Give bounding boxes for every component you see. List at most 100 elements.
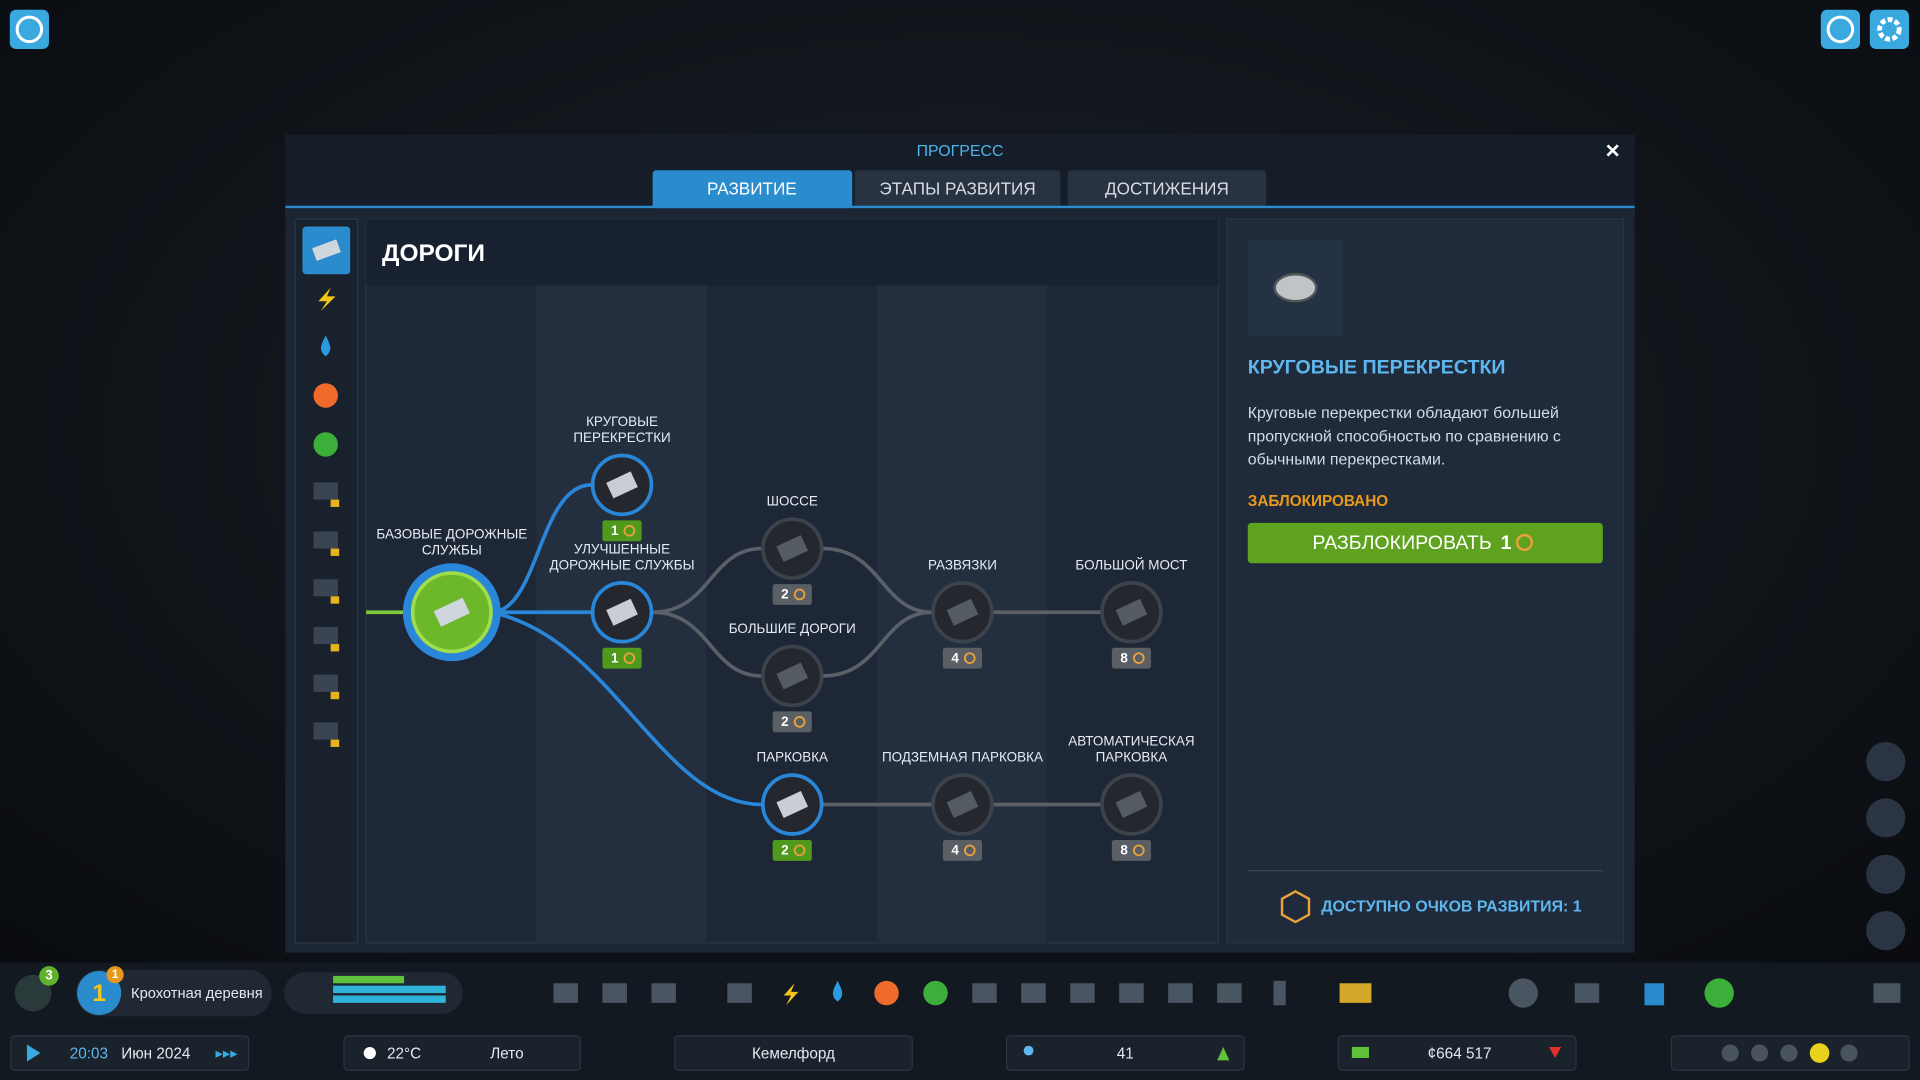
point-icon [793,716,806,728]
garbage-icon[interactable] [313,432,338,457]
temperature: 22°C [387,1045,421,1062]
season: Лето [490,1045,523,1062]
roundabout-icon [1273,273,1318,303]
node-cost: 4 [951,650,959,665]
detail-description: пропускной способностью по сравнению с [1248,428,1561,445]
tab[interactable] [652,170,853,209]
time-panel [10,1035,250,1071]
unlock-button[interactable] [1247,522,1603,564]
node-label: СЛУЖБЫ [422,543,482,558]
demand-bar [333,975,405,984]
lock-icons [330,499,340,747]
cost-badge [772,584,812,605]
play-button[interactable] [26,1044,41,1062]
city-name-panel[interactable] [674,1035,913,1071]
happiness-icons [1721,1043,1858,1063]
node-cost: 8 [1120,650,1128,665]
detail-description: обычными перекрестками. [1248,452,1446,469]
water-icon[interactable] [321,335,331,357]
road-icon [312,239,341,261]
detail-status: ЗАБЛОКИРОВАНО [1248,493,1388,510]
point-icon [623,525,636,537]
city-name: Кемелфорд [752,1045,835,1062]
milestone-button[interactable] [14,974,52,1012]
available-points: ДОСТУПНО ОЧКОВ РАЗВИТИЯ: 1 [1321,899,1582,916]
toolbar-icons[interactable] [553,978,1901,1008]
node-icon [946,791,979,818]
weather-panel [343,1035,582,1071]
cost-badge [942,647,983,669]
node-icon [1115,791,1148,818]
tab-underline [285,205,1635,209]
tab-label: ЭТАПЫ РАЗВИТИЯ [879,178,1035,198]
point-icon [963,844,976,857]
level: 1 [92,980,106,1007]
tab[interactable] [854,170,1061,209]
electricity-icon[interactable] [318,287,336,312]
node-cost: 2 [781,843,788,858]
population-panel [1005,1035,1245,1071]
node-icon [606,598,638,626]
node-cost: 4 [951,843,959,858]
city-level[interactable] [75,969,272,1017]
locked-categories [313,482,338,740]
settings-button[interactable] [1869,9,1909,49]
node-icon [433,597,470,627]
node-label: БОЛЬШИЕ ДОРОГИ [729,621,856,636]
help-button[interactable] [1820,9,1860,49]
node-cost: 2 [781,714,788,729]
node-icon [776,535,809,563]
point-icon [1132,844,1145,857]
population-icon [1023,1045,1034,1056]
cost-badge [1111,647,1152,669]
node-icon [776,662,809,690]
money: ¢664 517 [1428,1045,1492,1062]
cost-badge [1111,840,1152,861]
weather-icon [363,1046,376,1060]
side-buttons[interactable] [1866,742,1906,951]
unlock-cost: 1 [1501,532,1512,554]
connections [366,483,1101,807]
level-circle [77,971,122,1016]
node-cost: 1 [611,523,619,538]
unlock-label: РАЗБЛОКИРОВАТЬ [1312,532,1491,554]
node-label: ДОРОЖНЫЕ СЛУЖБЫ [550,557,695,572]
electricity-tool[interactable] [783,983,799,1006]
garbage-tool[interactable] [923,980,948,1006]
cost-badge [772,711,812,733]
node-label: ПАРКОВКА [1096,750,1168,765]
node-label: АВТОМАТИЧЕСКАЯ [1068,734,1194,749]
node-icon [1115,598,1148,626]
health-tool[interactable] [874,980,899,1006]
cost-badge [602,520,642,542]
info-icon [15,15,44,44]
speed-button[interactable]: ▸▸▸ [216,1046,239,1062]
population: 41 [1117,1045,1134,1062]
node-label: ПОДЗЕМНАЯ ПАРКОВКА [882,750,1043,765]
points-icon [1280,890,1311,924]
node-label: УЛУЧШЕННЫЕ [574,541,670,556]
help-icon [1826,15,1855,44]
point-icon [1132,652,1145,664]
cost-badge [772,840,812,861]
close-button[interactable]: × [1606,137,1620,164]
health-icon[interactable] [313,383,338,408]
node-cost: 2 [781,587,788,602]
info-button[interactable] [9,9,49,49]
point-icon [793,844,806,857]
point-icon [1515,533,1534,552]
node-icon [776,791,809,818]
demand-bar [333,985,446,994]
tab[interactable] [1067,170,1267,209]
badge [39,966,59,986]
node-label: ПЕРЕКРЕСТКИ [573,430,670,445]
cost-badge [602,647,642,669]
bottom-bar [0,962,1920,1080]
tree-header [366,219,1219,286]
detail-panel [1226,218,1625,944]
date: Июн 2024 [121,1045,191,1062]
detail-description: Круговые перекрестки обладают большей [1248,405,1559,422]
water-tool[interactable] [832,980,843,1002]
